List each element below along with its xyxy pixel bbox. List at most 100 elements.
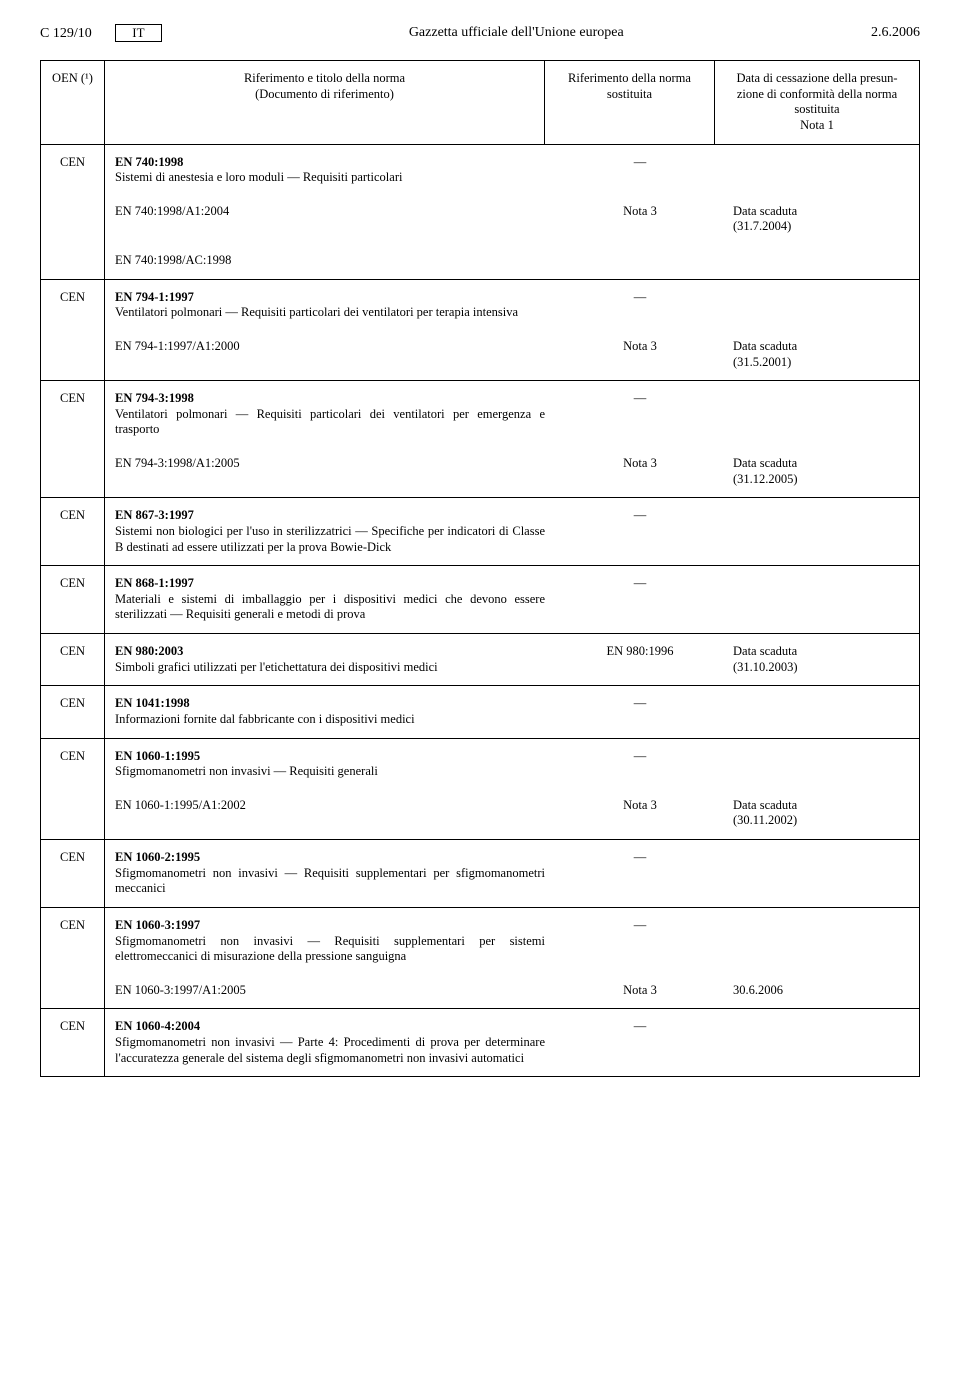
amendment-note (555, 253, 725, 269)
amendment-line: EN 794-1:1997/A1:2000Nota 3Data scaduta … (115, 339, 909, 370)
amendment-code: EN 794-1:1997/A1:2000 (115, 339, 555, 370)
norm-superseded-ref: — (555, 391, 725, 438)
oen-cell: CEN (41, 279, 105, 381)
norm-superseded-ref: — (555, 749, 725, 780)
norm-title: EN 980:2003 Simboli grafici utilizzati pe… (115, 644, 555, 675)
language-box: IT (115, 24, 161, 42)
amendment-line: EN 1060-1:1995/A1:2002Nota 3Data scaduta… (115, 798, 909, 829)
col-header-date-l1: Data di cessazione della presun- (736, 71, 897, 85)
content-cell: EN 740:1998Sistemi di anestesia e loro m… (105, 144, 920, 279)
journal-title: Gazzetta ufficiale dell'Unione europea (162, 25, 871, 41)
amendment-note: Nota 3 (555, 339, 725, 370)
norm-code: EN 1060-2:1995 (115, 850, 200, 864)
norm-code: EN 794-3:1998 (115, 391, 194, 405)
main-norm-line: EN 1060-4:2004 Sfigmomanometri non invasi… (115, 1019, 909, 1066)
amendment-line: EN 1060-3:1997/A1:2005Nota 330.6.2006 (115, 983, 909, 999)
norm-superseded-ref: — (555, 155, 725, 186)
norm-cessation-date (725, 290, 909, 321)
main-norm-line: EN 868-1:1997 Materiali e sistemi di imba… (115, 576, 909, 623)
norm-title: EN 740:1998Sistemi di anestesia e loro m… (115, 155, 555, 186)
norm-title: EN 1060-4:2004 Sfigmomanometri non invasi… (115, 1019, 555, 1066)
oen-cell: CEN (41, 907, 105, 1009)
main-norm-line: EN 1041:1998Informazioni fornite dal fab… (115, 696, 909, 727)
norm-description: Sfigmomanometri non invasivi — Parte 4: … (115, 1035, 545, 1065)
norm-title: EN 1060-3:1997Sfigmomanometri non invasi… (115, 918, 555, 965)
main-norm-line: EN 740:1998Sistemi di anestesia e loro m… (115, 155, 909, 186)
norm-description: Ventilatori polmonari — Requisiti partic… (115, 407, 545, 437)
norm-title: EN 867-3:1997Sistemi non biologici per l… (115, 508, 555, 555)
oen-cell: CEN (41, 144, 105, 279)
col-header-title-l1: Riferimento e titolo della norma (244, 71, 405, 85)
norm-description: Materiali e sistemi di imballaggio per i… (115, 592, 545, 622)
oen-cell: CEN (41, 566, 105, 634)
norm-description: Sistemi di anestesia e loro moduli — Req… (115, 170, 402, 184)
col-header-title-l2: (Documento di riferimento) (255, 87, 394, 101)
amendment-code: EN 1060-3:1997/A1:2005 (115, 983, 555, 999)
main-norm-line: EN 794-3:1998 Ventilatori polmonari — Req… (115, 391, 909, 438)
table-row: CEN EN 868-1:1997 Materiali e sistemi di i… (41, 566, 920, 634)
table-row: CEN EN 794-1:1997Ventilatori polmonari — … (41, 279, 920, 381)
amendment-date: Data scaduta (31.7.2004) (725, 204, 909, 235)
content-cell: EN 1041:1998Informazioni fornite dal fab… (105, 686, 920, 738)
oen-cell: CEN (41, 686, 105, 738)
table-row: CENEN 1060-3:1997Sfigmomanometri non inv… (41, 907, 920, 1009)
norm-title: EN 868-1:1997 Materiali e sistemi di imba… (115, 576, 555, 623)
table-row: CENEN 1060-4:2004Sfigmomanometri non inv… (41, 1009, 920, 1077)
norm-cessation-date (725, 696, 909, 727)
norm-code: EN 1060-4:2004 (115, 1019, 200, 1033)
table-body: CEN EN 740:1998Sistemi di anestesia e lor… (41, 144, 920, 1077)
col-header-date-l2: zione di conformità della norma (737, 87, 897, 101)
norm-description: Sfigmomanometri non invasivi — Requisiti… (115, 866, 545, 896)
amendment-date: Data scaduta (31.5.2001) (725, 339, 909, 370)
amendment-note: Nota 3 (555, 983, 725, 999)
main-norm-line: EN 1060-3:1997Sfigmomanometri non invasi… (115, 918, 909, 965)
norm-code: EN 1060-1:1995 (115, 749, 200, 763)
table-header-row: OEN (¹) Riferimento e titolo della norma… (41, 61, 920, 145)
norm-superseded-ref: — (555, 696, 725, 727)
norm-code: EN 868-1:1997 (115, 576, 194, 590)
content-cell: EN 868-1:1997 Materiali e sistemi di imba… (105, 566, 920, 634)
amendment-date: Data scaduta (31.12.2005) (725, 456, 909, 487)
content-cell: EN 794-1:1997Ventilatori polmonari — Req… (105, 279, 920, 381)
table-row: CEN EN 980:2003 Simboli grafici utilizzati… (41, 634, 920, 686)
col-header-oen-text: OEN (¹) (52, 71, 93, 85)
main-norm-line: EN 867-3:1997Sistemi non biologici per l… (115, 508, 909, 555)
col-header-ref-l1: Riferimento della norma (568, 71, 691, 85)
norm-description: Simboli grafici utilizzati per l'etichet… (115, 660, 438, 674)
document-page: C 129/10 IT Gazzetta ufficiale dell'Unio… (0, 0, 960, 1117)
norm-title: EN 1041:1998Informazioni fornite dal fab… (115, 696, 555, 727)
amendment-code: EN 740:1998/A1:2004 (115, 204, 555, 235)
content-cell: EN 867-3:1997Sistemi non biologici per l… (105, 498, 920, 566)
table-row: CENEN 867-3:1997Sistemi non biologici pe… (41, 498, 920, 566)
norm-title: EN 1060-2:1995 Sfigmomanometri non invasi… (115, 850, 555, 897)
oen-cell: CEN (41, 498, 105, 566)
table-row: CEN EN 1041:1998Informazioni fornite dal … (41, 686, 920, 738)
content-cell: EN 794-3:1998 Ventilatori polmonari — Req… (105, 381, 920, 498)
oen-cell: CEN (41, 634, 105, 686)
norm-cessation-date (725, 576, 909, 623)
norm-description: Sfigmomanometri non invasivi — Requisiti… (115, 764, 378, 778)
oen-cell: CEN (41, 738, 105, 840)
amendment-line: EN 740:1998/A1:2004Nota 3Data scaduta (3… (115, 204, 909, 235)
col-header-date: Data di cessazione della presun- zione d… (715, 61, 920, 145)
page-reference: C 129/10 (40, 26, 92, 41)
norm-title: EN 794-3:1998 Ventilatori polmonari — Req… (115, 391, 555, 438)
norm-code: EN 980:2003 (115, 644, 183, 658)
page-header: C 129/10 IT Gazzetta ufficiale dell'Unio… (40, 24, 920, 42)
col-header-date-l3: sostituita (794, 102, 839, 116)
main-norm-line: EN 794-1:1997Ventilatori polmonari — Req… (115, 290, 909, 321)
amendment-note: Nota 3 (555, 204, 725, 235)
col-header-oen: OEN (¹) (41, 61, 105, 145)
norm-title: EN 1060-1:1995Sfigmomanometri non invasi… (115, 749, 555, 780)
norm-title: EN 794-1:1997Ventilatori polmonari — Req… (115, 290, 555, 321)
norm-cessation-date (725, 749, 909, 780)
content-cell: EN 1060-4:2004 Sfigmomanometri non invasi… (105, 1009, 920, 1077)
content-cell: EN 1060-3:1997Sfigmomanometri non invasi… (105, 907, 920, 1009)
norm-superseded-ref: — (555, 576, 725, 623)
norm-superseded-ref: — (555, 290, 725, 321)
col-header-date-l4: Nota 1 (800, 118, 834, 132)
norm-description: Ventilatori polmonari — Requisiti partic… (115, 305, 518, 319)
amendment-code: EN 740:1998/AC:1998 (115, 253, 555, 269)
table-row: CENEN 1060-2:1995Sfigmomanometri non inv… (41, 840, 920, 908)
norm-cessation-date: Data scaduta (31.10.2003) (725, 644, 909, 675)
